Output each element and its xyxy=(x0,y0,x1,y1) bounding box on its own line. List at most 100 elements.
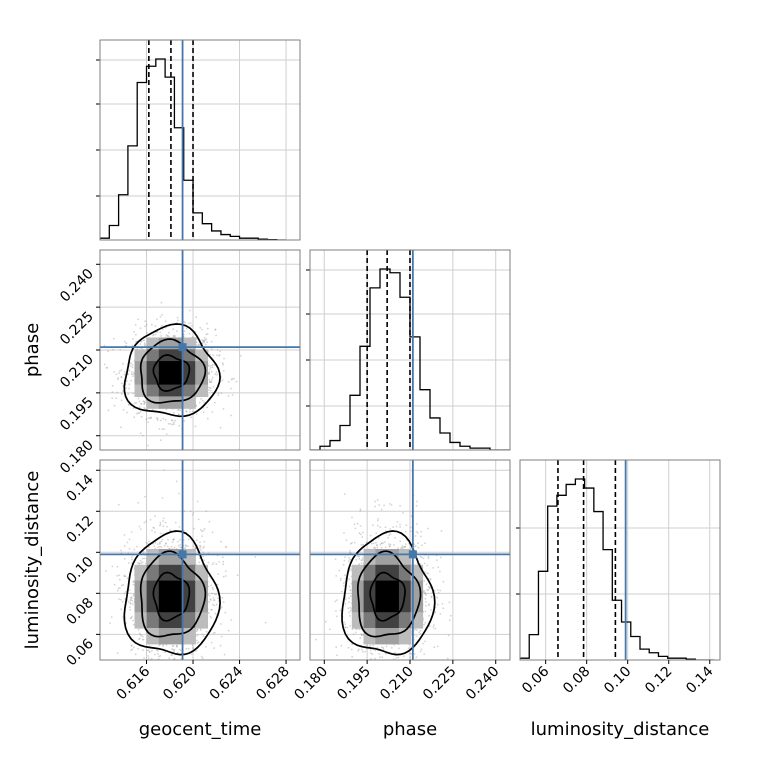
panel-geocent_time-vs-luminosity_distance-sample-point xyxy=(121,584,123,587)
panel-phase-vs-luminosity_distance-sample-point xyxy=(379,543,382,546)
panel-geocent_time-vs-phase-sample-point xyxy=(239,354,242,357)
panel-geocent_time-vs-phase-sample-point xyxy=(190,416,192,419)
panel-geocent_time-vs-phase-sample-point xyxy=(163,428,166,430)
panel-geocent_time-vs-luminosity_distance-sample-point xyxy=(185,647,188,650)
panel-phase-vs-luminosity_distance-sample-point xyxy=(361,648,363,651)
panel-geocent_time-vs-phase-sample-point xyxy=(188,332,191,335)
panel-phase-vs-luminosity_distance-sample-point xyxy=(424,621,427,624)
panel-geocent_time-vs-luminosity_distance-sample-point xyxy=(159,532,162,535)
panel-phase-vs-luminosity_distance-sample-point xyxy=(427,572,430,575)
panel-geocent_time-vs-luminosity_distance-sample-point xyxy=(171,645,174,647)
panel-geocent_time-vs-phase-sample-point xyxy=(196,413,198,415)
panel-geocent_time-vs-phase-sample-point xyxy=(223,357,226,360)
panel-phase-vs-luminosity_distance-sample-point xyxy=(336,599,338,601)
panel-phase-vs-luminosity_distance-sample-point xyxy=(375,532,378,534)
panel-phase-vs-luminosity_distance-sample-point xyxy=(436,645,439,648)
panel-geocent_time-vs-luminosity_distance-sample-point xyxy=(216,583,219,586)
panel-geocent_time-vs-luminosity_distance-sample-point xyxy=(152,526,155,529)
panel-phase-vs-luminosity_distance-sample-point xyxy=(380,542,383,545)
panel-geocent_time-vs-phase-sample-point xyxy=(185,410,188,413)
panel-geocent_time-vs-phase-sample-point xyxy=(130,362,132,365)
panel-geocent_time-vs-phase-sample-point xyxy=(123,340,126,343)
panel-geocent_time-vs-phase-sample-point xyxy=(178,424,181,427)
panel-phase-vs-luminosity_distance-sample-point xyxy=(346,626,349,629)
panel-geocent_time-vs-luminosity_distance-sample-point xyxy=(157,653,159,655)
panel-phase-vs-luminosity_distance-sample-point xyxy=(375,544,378,546)
panel-geocent_time-vs-luminosity_distance-sample-point xyxy=(173,538,175,540)
panel-phase-vs-luminosity_distance-sample-point xyxy=(364,650,367,653)
panel-geocent_time-vs-luminosity_distance-sample-point xyxy=(172,645,175,647)
panel-geocent_time-vs-phase-sample-point xyxy=(233,377,236,380)
panel-phase-vs-luminosity_distance-sample-point xyxy=(415,504,418,507)
panel-phase-vs-luminosity_distance-sample-point xyxy=(400,546,403,549)
panel-phase-vs-luminosity_distance-sample-point xyxy=(344,556,346,559)
panel-geocent_time-vs-luminosity_distance-sample-point xyxy=(187,647,190,650)
panel-geocent_time-vs-phase-sample-point xyxy=(161,328,164,331)
panel-phase-vs-luminosity_distance-sample-point xyxy=(384,541,386,544)
panel-geocent_time-vs-phase-sample-point xyxy=(105,367,108,369)
panel-geocent_time-vs-phase-sample-point xyxy=(159,315,162,318)
panel-geocent_time-vs-phase-sample-point xyxy=(138,412,141,415)
panel-geocent_time-vs-phase-sample-point xyxy=(222,408,225,410)
panel-geocent_time-vs-luminosity_distance-sample-point xyxy=(184,547,186,549)
panel-geocent_time-vs-luminosity_distance-sample-point xyxy=(211,592,213,595)
panel-phase-vs-luminosity_distance-sample-point xyxy=(376,524,379,527)
panel-geocent_time-vs-luminosity_distance-sample-point xyxy=(162,517,165,520)
panel-geocent_time-vs-luminosity_distance-sample-point xyxy=(121,600,124,603)
panel-geocent_time-vs-luminosity_distance-density-cell xyxy=(170,612,184,629)
panel-phase-vs-luminosity_distance-sample-point xyxy=(358,628,361,631)
panel-geocent_time-vs-luminosity_distance-sample-point xyxy=(199,544,201,547)
panel-geocent_time-vs-luminosity_distance-sample-point xyxy=(203,559,205,562)
panel-geocent_time-vs-luminosity_distance-sample-point xyxy=(105,570,107,572)
panel-geocent_time-vs-phase-sample-point xyxy=(122,409,125,411)
panel-geocent_time-vs-luminosity_distance-sample-point xyxy=(211,608,213,611)
panel-geocent_time-vs-luminosity_distance-sample-point xyxy=(133,548,136,551)
panel-phase-vs-luminosity_distance-density-cell xyxy=(387,580,400,597)
panel-geocent_time-vs-phase-sample-point xyxy=(154,325,157,327)
panel-geocent_time-vs-phase-sample-point xyxy=(131,371,133,373)
panel-geocent_time-vs-phase-sample-point xyxy=(204,338,207,341)
panel-geocent_time-vs-phase-sample-point xyxy=(214,373,217,376)
panel-phase-vs-luminosity_distance-sample-point xyxy=(349,625,351,627)
panel-phase-vs-luminosity_distance-sample-point xyxy=(381,656,384,658)
panel-phase-vs-luminosity_distance-sample-point xyxy=(402,547,404,550)
panel-geocent_time-vs-luminosity_distance-sample-point xyxy=(132,583,135,586)
panel-geocent_time-vs-phase-sample-point xyxy=(122,390,124,392)
panel-geocent_time-vs-luminosity_distance-sample-point xyxy=(199,545,202,548)
panel-geocent_time-vs-phase-sample-point xyxy=(206,322,208,325)
panel-phase-vs-luminosity_distance-sample-point xyxy=(349,595,352,598)
panel-geocent_time-vs-phase-sample-point xyxy=(159,419,162,422)
panel-geocent_time-vs-phase-sample-point xyxy=(144,325,146,328)
panel-geocent_time-vs-phase-sample-point xyxy=(144,401,146,404)
panel-geocent_time-vs-luminosity_distance-contour-2 xyxy=(152,571,191,622)
panel-geocent_time-vs-luminosity_distance-sample-point xyxy=(210,609,213,611)
panel-phase-vs-luminosity_distance-sample-point xyxy=(402,512,404,514)
panel-geocent_time-vs-phase-sample-point xyxy=(143,400,146,403)
panel-phase-vs-luminosity_distance-sample-point xyxy=(380,542,383,544)
panel-geocent_time-vs-phase-sample-point xyxy=(170,419,173,421)
panel-geocent_time-vs-luminosity_distance-sample-point xyxy=(207,612,210,614)
panel-geocent_time-vs-luminosity_distance-sample-point xyxy=(212,599,215,602)
panel-phase-vs-luminosity_distance-sample-point xyxy=(420,530,422,533)
panel-geocent_time-vs-phase-sample-point xyxy=(111,391,114,394)
panel-phase-vs-luminosity_distance-sample-point xyxy=(357,649,360,652)
panel-geocent_time-vs-phase-sample-point xyxy=(137,411,140,414)
panel-geocent_time-vs-phase-density-cell xyxy=(158,361,172,374)
panel-geocent_time-vs-luminosity_distance-sample-point xyxy=(158,545,161,548)
hist-geocent_time-bars xyxy=(100,58,287,240)
panel-phase-vs-luminosity_distance-sample-point xyxy=(380,546,383,549)
panel-phase-vs-luminosity_distance-sample-point xyxy=(356,555,359,558)
panel-geocent_time-vs-luminosity_distance-sample-point xyxy=(210,584,213,587)
panel-geocent_time-vs-luminosity_distance-sample-point xyxy=(141,635,144,638)
panel-geocent_time-vs-phase-sample-point xyxy=(191,325,193,327)
panel-phase-vs-luminosity_distance-sample-point xyxy=(414,545,417,547)
panel-geocent_time-vs-phase-sample-point xyxy=(185,327,188,330)
panel-phase-vs-luminosity_distance-sample-point xyxy=(419,632,422,635)
panel-phase-vs-luminosity_distance-sample-point xyxy=(416,523,418,525)
panel-geocent_time-vs-luminosity_distance-sample-point xyxy=(154,515,157,518)
panel-geocent_time-vs-phase-sample-point xyxy=(135,401,138,404)
panel-phase-vs-luminosity_distance-sample-point xyxy=(434,627,437,630)
panel-geocent_time-vs-phase-sample-point xyxy=(156,318,158,321)
panel-phase-vs-luminosity_distance-sample-point xyxy=(350,542,352,545)
